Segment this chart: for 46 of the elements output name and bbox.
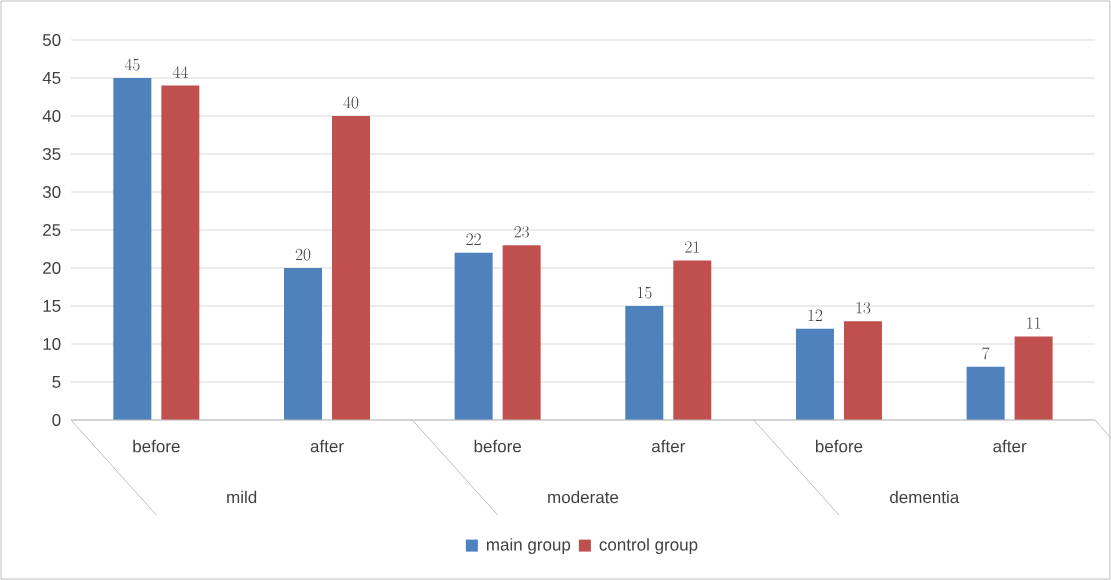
y-tick-label: 5 <box>52 376 61 388</box>
y-tick-label: 45 <box>42 72 61 84</box>
bar <box>1014 336 1053 420</box>
bar <box>795 328 834 420</box>
y-tick-label: 0 <box>52 413 61 427</box>
x-tick-label: after <box>652 439 686 453</box>
x-tick-label: before <box>474 439 521 453</box>
bar <box>502 245 541 420</box>
bar <box>284 267 322 420</box>
data-label: 13 <box>856 301 871 314</box>
x-tick-label: before <box>133 439 180 453</box>
data-label: 11 <box>1027 317 1041 329</box>
bar <box>673 260 712 420</box>
bar <box>113 77 152 420</box>
bar <box>625 305 664 420</box>
y-tick-label: 40 <box>42 109 61 123</box>
x-tick-label: before <box>815 439 863 453</box>
data-label: 12 <box>808 309 823 321</box>
bar <box>843 321 882 420</box>
data-label: 22 <box>466 233 481 245</box>
y-tick-label: 50 <box>42 33 61 47</box>
text: mild <box>227 490 257 504</box>
bar <box>454 252 493 420</box>
bar <box>332 115 370 420</box>
y-tick-label: 25 <box>43 223 61 237</box>
x-tick-label: after <box>310 439 344 453</box>
y-tick-label: 10 <box>43 337 61 351</box>
text: moderate <box>548 490 619 504</box>
data-label: 45 <box>124 58 140 71</box>
y-tick-label: 30 <box>42 185 61 199</box>
bar <box>966 366 1005 420</box>
text: dementia <box>890 490 960 504</box>
data-label: 21 <box>685 241 699 253</box>
y-tick-label: 35 <box>42 147 61 161</box>
data-label: 23 <box>514 225 529 238</box>
data-label: 40 <box>343 96 359 109</box>
data-label: 15 <box>637 286 652 299</box>
data-label: 44 <box>172 66 188 78</box>
y-tick-label: 20 <box>43 261 61 275</box>
y-tick-label: 15 <box>43 300 61 312</box>
data-label: 20 <box>295 248 311 261</box>
bar <box>161 85 200 420</box>
legend-label: control group <box>599 538 698 555</box>
data-label: 7 <box>982 347 990 360</box>
legend-label: main group <box>486 538 571 555</box>
x-tick-label: after <box>993 439 1027 453</box>
